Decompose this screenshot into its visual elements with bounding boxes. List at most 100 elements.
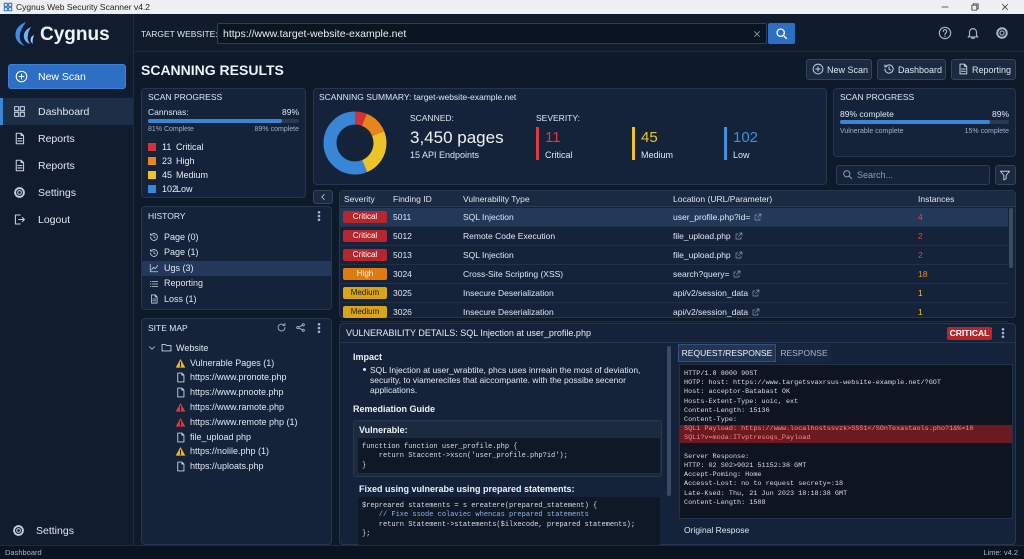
legend-label: Critical bbox=[176, 141, 204, 152]
table-row[interactable] bbox=[340, 227, 1008, 246]
tab-label: RESPONSE bbox=[780, 347, 828, 358]
log-line: Content-Type: bbox=[684, 415, 738, 424]
severity-count: 102 bbox=[733, 129, 759, 146]
url-input[interactable] bbox=[217, 23, 767, 44]
status-right: Lime: v4.2 bbox=[983, 547, 1018, 557]
icon-shape bbox=[296, 325, 300, 330]
icon-shape bbox=[177, 432, 185, 442]
history-item[interactable] bbox=[142, 260, 331, 276]
site-map-panel bbox=[141, 318, 332, 545]
panel-title: SCAN PROGRESS bbox=[840, 91, 915, 102]
icon-shape bbox=[321, 194, 325, 200]
finding-id: 3024 bbox=[393, 268, 412, 279]
tree-item[interactable]: file_upload php bbox=[190, 431, 252, 442]
tree-item[interactable]: https://www.pronote.php bbox=[190, 372, 287, 383]
icon-shape bbox=[734, 270, 741, 278]
severity-text: Medium bbox=[350, 307, 380, 317]
severity-bar bbox=[724, 127, 727, 160]
new-scan-label: New Scan bbox=[38, 70, 86, 83]
tree-root[interactable]: Website bbox=[176, 342, 209, 353]
instances: 1 bbox=[918, 287, 923, 298]
table-row[interactable] bbox=[340, 303, 1008, 322]
icon-shape bbox=[298, 324, 303, 331]
logo-shape bbox=[30, 35, 34, 44]
panel-title: SITE MAP bbox=[148, 322, 188, 333]
log-line: Content-Length: 1588 bbox=[684, 498, 766, 507]
header-button[interactable] bbox=[806, 59, 872, 80]
table-row[interactable] bbox=[340, 246, 1008, 265]
location: file_upload.php bbox=[673, 230, 731, 241]
progress-note: 81% Complete bbox=[148, 125, 194, 133]
status-left: Dashboard bbox=[5, 547, 42, 557]
location: api/v2/session_data bbox=[673, 287, 749, 298]
tree-item[interactable]: Vulnerable Pages (1) bbox=[190, 357, 275, 368]
filter-button[interactable] bbox=[995, 165, 1016, 185]
icon-doc bbox=[959, 63, 968, 75]
icon-shape bbox=[735, 232, 742, 240]
legend-label: Low bbox=[176, 183, 193, 194]
impact-text: SQL Injection at user_wrabtite, phcs use… bbox=[370, 364, 641, 395]
icon-shape bbox=[149, 280, 159, 287]
icon-shape bbox=[19, 106, 25, 112]
header-button[interactable] bbox=[951, 59, 1016, 80]
window-title: Cygnus Web Security Scanner v4.2 bbox=[16, 1, 151, 12]
severity-text: Medium bbox=[350, 288, 380, 298]
icon-shape bbox=[317, 322, 321, 326]
icon-chevleft bbox=[321, 194, 325, 200]
fixed-heading: Fixed using vulnerabe using prepared sta… bbox=[359, 483, 575, 494]
icon-shape bbox=[754, 31, 760, 37]
icon-shape bbox=[301, 328, 305, 332]
nav-item[interactable] bbox=[0, 98, 133, 125]
tab[interactable] bbox=[678, 344, 776, 362]
critical-badge bbox=[947, 327, 992, 340]
icon-gear bbox=[13, 525, 24, 536]
tree-item[interactable]: https://www.remote php (1) bbox=[190, 416, 298, 427]
table-row[interactable] bbox=[340, 207, 1008, 227]
tree-item[interactable]: https://www.ramote.php bbox=[190, 402, 285, 412]
icon-file bbox=[177, 387, 185, 398]
icon-shape bbox=[967, 28, 979, 39]
logo-shape bbox=[23, 27, 31, 44]
icon-warning bbox=[175, 402, 186, 412]
header-button[interactable] bbox=[877, 59, 946, 80]
remediation-heading: Remediation Guide bbox=[353, 403, 436, 414]
history-label: Ugs (3) bbox=[164, 262, 194, 273]
icon-shape bbox=[735, 251, 742, 259]
tree-item[interactable]: https://www.pnoote.php bbox=[190, 387, 284, 398]
legend-count: 11 bbox=[162, 141, 172, 152]
search-input[interactable] bbox=[836, 165, 990, 185]
icon-shape bbox=[150, 248, 158, 257]
icon-shape bbox=[17, 190, 22, 195]
vulnerability-type: Remote Code Execution bbox=[463, 230, 556, 241]
icon-shape bbox=[18, 73, 25, 80]
new-scan-button[interactable] bbox=[8, 64, 126, 89]
sidebar-footer[interactable]: Settings bbox=[36, 524, 74, 537]
nav-label: Dashboard bbox=[38, 105, 90, 118]
donut-chart bbox=[323, 111, 387, 175]
finding-id: 5013 bbox=[393, 249, 412, 260]
log-line: Content-Length: 15136 bbox=[684, 406, 770, 415]
icon-shape bbox=[1001, 331, 1005, 335]
target-label: TARGET WEBSITE: bbox=[141, 28, 218, 39]
code-box bbox=[358, 497, 660, 545]
icon-shape bbox=[1001, 335, 1005, 339]
tree-item[interactable]: https://nolile.php (1) bbox=[190, 446, 270, 457]
impact-heading: Impact bbox=[353, 351, 383, 362]
progress-label: 89% complete bbox=[840, 108, 894, 119]
table-row[interactable] bbox=[340, 265, 1008, 284]
collapse-button[interactable] bbox=[313, 190, 333, 204]
tree-item[interactable]: https://uploats.php bbox=[190, 461, 264, 472]
location: file_upload.php bbox=[673, 249, 731, 260]
icon-shape bbox=[959, 63, 968, 75]
table-row[interactable] bbox=[340, 284, 1008, 303]
finding-id: 3025 bbox=[393, 287, 412, 298]
search-button[interactable] bbox=[768, 23, 795, 44]
icon-shape bbox=[752, 289, 760, 297]
icon-minimize bbox=[941, 6, 949, 8]
log-line-highlight: SQLi?v=moda:ITvptresoqs_Payload bbox=[684, 434, 811, 443]
icon-ext bbox=[752, 289, 760, 297]
icon-chevdown bbox=[149, 346, 155, 350]
progress-note: 15% complete bbox=[964, 127, 1009, 135]
tab[interactable] bbox=[777, 344, 831, 362]
icon-shape bbox=[815, 66, 821, 72]
